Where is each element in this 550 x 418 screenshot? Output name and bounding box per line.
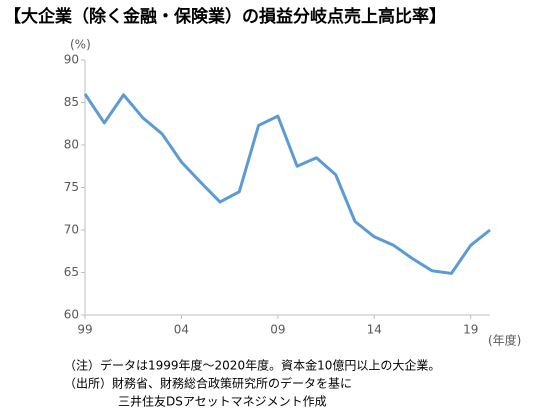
note: 三井住友DSアセットマネジメント作成: [118, 395, 327, 409]
line-series: [83, 93, 491, 275]
y-tick-label: 60: [64, 308, 79, 322]
y-tick-label: 70: [64, 223, 79, 237]
x-tick-label: 99: [77, 323, 92, 337]
y-tick-label: 80: [64, 138, 79, 152]
x-axis-label: (年度): [488, 333, 521, 348]
y-axis-label: (%): [70, 38, 91, 52]
note: （出所）財務省、財務総合政策研究所のデータを基に: [64, 376, 352, 391]
y-tick-label: 75: [64, 180, 79, 194]
x-tick-label: 09: [270, 323, 285, 337]
y-tick-label: 65: [64, 265, 79, 279]
note: （注）データは1999年度～2020年度。資本金10億円以上の大企業。: [64, 358, 440, 373]
chart-title: 【大企業（除く金融・保険業）の損益分岐点売上高比率】: [4, 6, 446, 27]
x-tick-label: 14: [367, 323, 382, 337]
x-tick-label: 19: [463, 323, 478, 337]
y-tick-label: 85: [64, 95, 79, 109]
y-tick-label: 90: [64, 53, 79, 67]
x-tick-label: 04: [174, 323, 189, 337]
